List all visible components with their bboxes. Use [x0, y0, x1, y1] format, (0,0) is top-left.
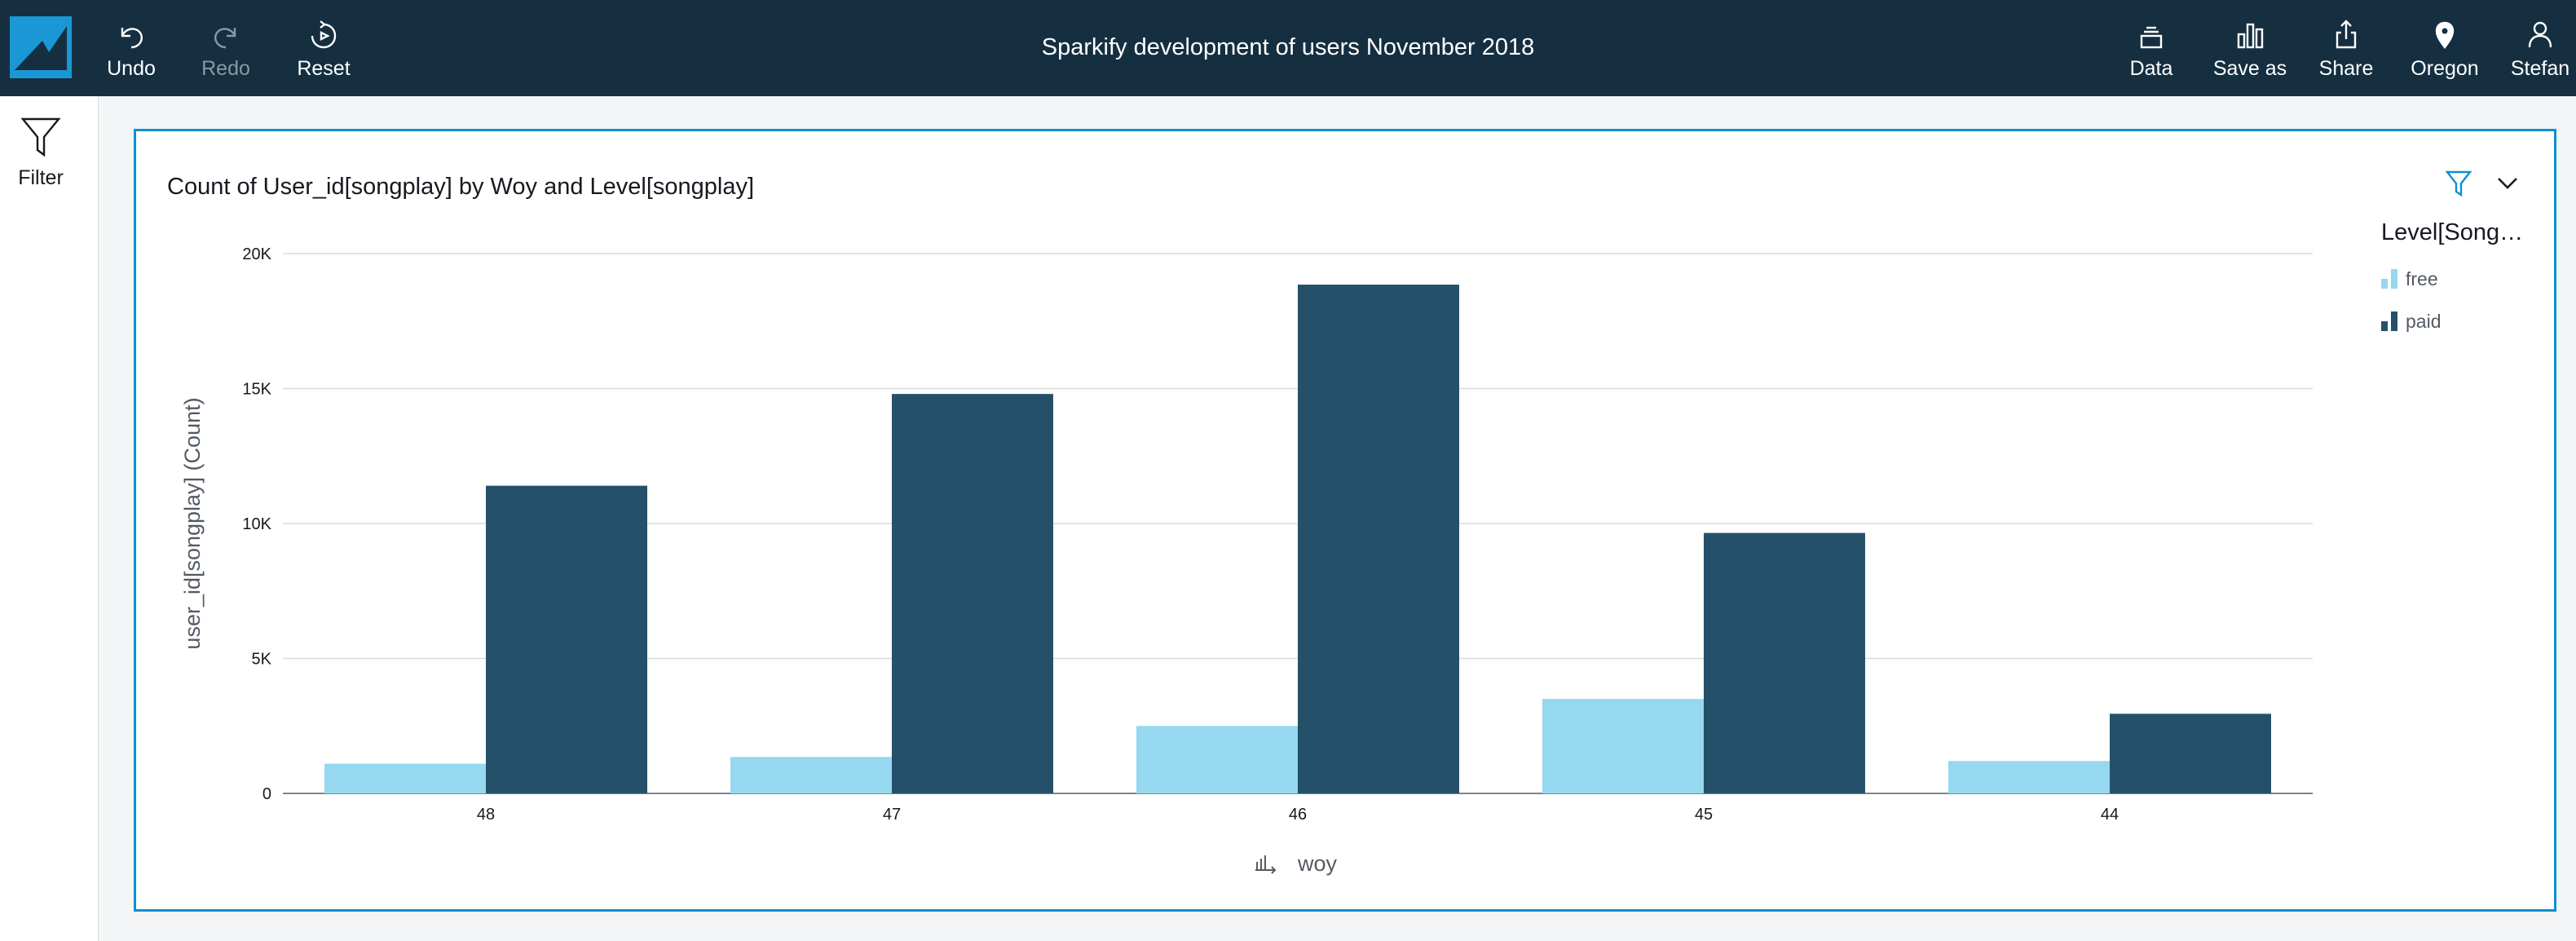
bar-paid-44 [2110, 713, 2271, 793]
data-button[interactable]: Data [2119, 0, 2183, 96]
save-as-label: Save as [2212, 56, 2287, 80]
save-as-button[interactable]: Save as [2208, 0, 2292, 96]
region-label: Oregon [2411, 56, 2479, 80]
bar-paid-48 [486, 485, 647, 793]
y-tick-label: 5K [252, 651, 272, 669]
filter-label: Filter [18, 166, 64, 189]
y-tick-label: 20K [242, 245, 271, 263]
legend-swatch-free [2381, 269, 2397, 289]
left-rail: Filter [0, 96, 99, 941]
redo-button[interactable]: Redo [194, 0, 258, 96]
visual-filter-icon[interactable] [2443, 167, 2474, 200]
location-pin-icon [2435, 21, 2455, 49]
share-button[interactable]: Share [2312, 0, 2380, 96]
redo-icon [214, 27, 236, 48]
filter-icon [20, 117, 61, 157]
x-tick-label: 48 [477, 806, 495, 824]
analysis-title[interactable]: Sparkify development of users November 2… [1041, 34, 1535, 60]
data-label: Data [2129, 56, 2173, 80]
user-menu-button[interactable]: Stefan [2506, 0, 2574, 96]
legend-label-paid: paid [2406, 310, 2441, 332]
x-tick-label: 44 [2101, 806, 2119, 824]
bar-paid-45 [1704, 532, 1865, 793]
x-tick-label: 45 [1695, 806, 1713, 824]
x-tick-label: 46 [1289, 806, 1307, 824]
legend-swatch-paid [2381, 311, 2397, 331]
legend-item-paid[interactable]: paid [2381, 310, 2536, 332]
redo-label: Redo [201, 56, 250, 80]
bar-free-48 [324, 763, 486, 793]
bar-paid-47 [892, 394, 1053, 793]
reset-label: Reset [297, 56, 351, 80]
legend-title: Level[Song… [2381, 219, 2524, 245]
reset-button[interactable]: Reset [290, 0, 357, 96]
user-icon [2528, 21, 2552, 47]
bar-free-46 [1136, 726, 1298, 793]
bar-chart: 0 5K 10K 15K 20K 48 47 46 45 44 user_id[songplay] … [180, 245, 2313, 876]
sort-icon[interactable] [1255, 855, 1277, 874]
share-icon [2336, 19, 2357, 48]
x-axis-title: woy [1297, 851, 1338, 876]
bar-chart-icon [2237, 23, 2264, 48]
share-label: Share [2318, 56, 2374, 80]
visual-title: Count of User_id[songplay] by Woy and Le… [167, 174, 755, 200]
reset-icon [311, 20, 337, 48]
chevron-down-icon[interactable] [2494, 169, 2521, 197]
bar-free-47 [730, 757, 892, 793]
undo-button[interactable]: Undo [99, 0, 163, 96]
legend-label-free: free [2406, 267, 2438, 289]
y-tick-label: 15K [242, 381, 271, 399]
filter-pane-button[interactable]: Filter [0, 113, 82, 210]
top-toolbar: Undo Redo Reset Sparkify development of … [0, 0, 2576, 96]
y-tick-label: 0 [262, 785, 271, 803]
undo-icon [121, 27, 143, 48]
region-button[interactable]: Oregon [2406, 0, 2483, 96]
y-axis-title: user_id[songplay] (Count) [180, 397, 205, 649]
undo-label: Undo [107, 56, 156, 80]
user-label: Stefan [2510, 56, 2570, 80]
x-tick-label: 47 [883, 806, 901, 824]
chart-legend: Level[Song… free paid [2381, 219, 2536, 332]
y-tick-label: 10K [242, 515, 271, 533]
bar-free-44 [1948, 761, 2110, 793]
visual-card[interactable]: Count of User_id[songplay] by Woy and Le… [134, 129, 2556, 912]
legend-item-free[interactable]: free [2381, 267, 2536, 289]
app-logo[interactable] [10, 16, 72, 78]
data-icon [2140, 26, 2163, 48]
bar-free-45 [1542, 699, 1704, 793]
bar-paid-46 [1298, 285, 1459, 793]
